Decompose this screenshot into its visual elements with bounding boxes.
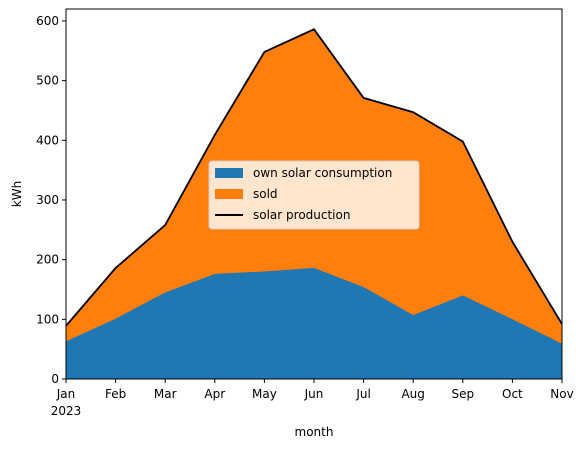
- x-tick-label: Jun: [304, 387, 324, 401]
- y-axis-label: kWh: [10, 181, 24, 207]
- legend-swatch-1: [215, 189, 243, 199]
- x-tick-label: Mar: [154, 387, 177, 401]
- x-tick-label: Oct: [502, 387, 523, 401]
- line-0: [65, 28, 563, 327]
- x-axis-year-label: 2023: [51, 404, 82, 418]
- y-tick-label: 300: [36, 193, 59, 207]
- x-tick-label: May: [252, 387, 277, 401]
- y-axis-ticks: 0 100 200 300 400 500 600: [36, 14, 66, 386]
- x-tick-label: Apr: [204, 387, 225, 401]
- x-axis-ticks: Jan Feb Mar Apr May Jun Jul Aug Sep Oct Nov: [56, 379, 574, 401]
- y-tick-label: 0: [51, 372, 59, 386]
- y-tick-label: 200: [36, 253, 59, 267]
- legend-label-0: own solar consumption: [253, 166, 392, 180]
- legend-swatch-0: [215, 168, 243, 178]
- y-tick-label: 500: [36, 74, 59, 88]
- x-axis-label: month: [295, 425, 334, 439]
- x-tick-label: Aug: [401, 387, 424, 401]
- x-tick-label: Feb: [105, 387, 126, 401]
- x-tick-label: Jan: [56, 387, 76, 401]
- legend-label-2: solar production: [253, 208, 350, 222]
- y-tick-label: 400: [36, 133, 59, 147]
- legend-box: [208, 160, 420, 230]
- y-tick-label: 600: [36, 14, 59, 28]
- y-tick-label: 100: [36, 312, 59, 326]
- legend-label-1: sold: [253, 187, 278, 201]
- line-layer: [65, 28, 563, 327]
- x-tick-label: Jul: [355, 387, 370, 401]
- legend: own solar consumption sold solar productio…: [208, 160, 420, 230]
- x-tick-label: Nov: [550, 387, 573, 401]
- x-tick-label: Sep: [451, 387, 474, 401]
